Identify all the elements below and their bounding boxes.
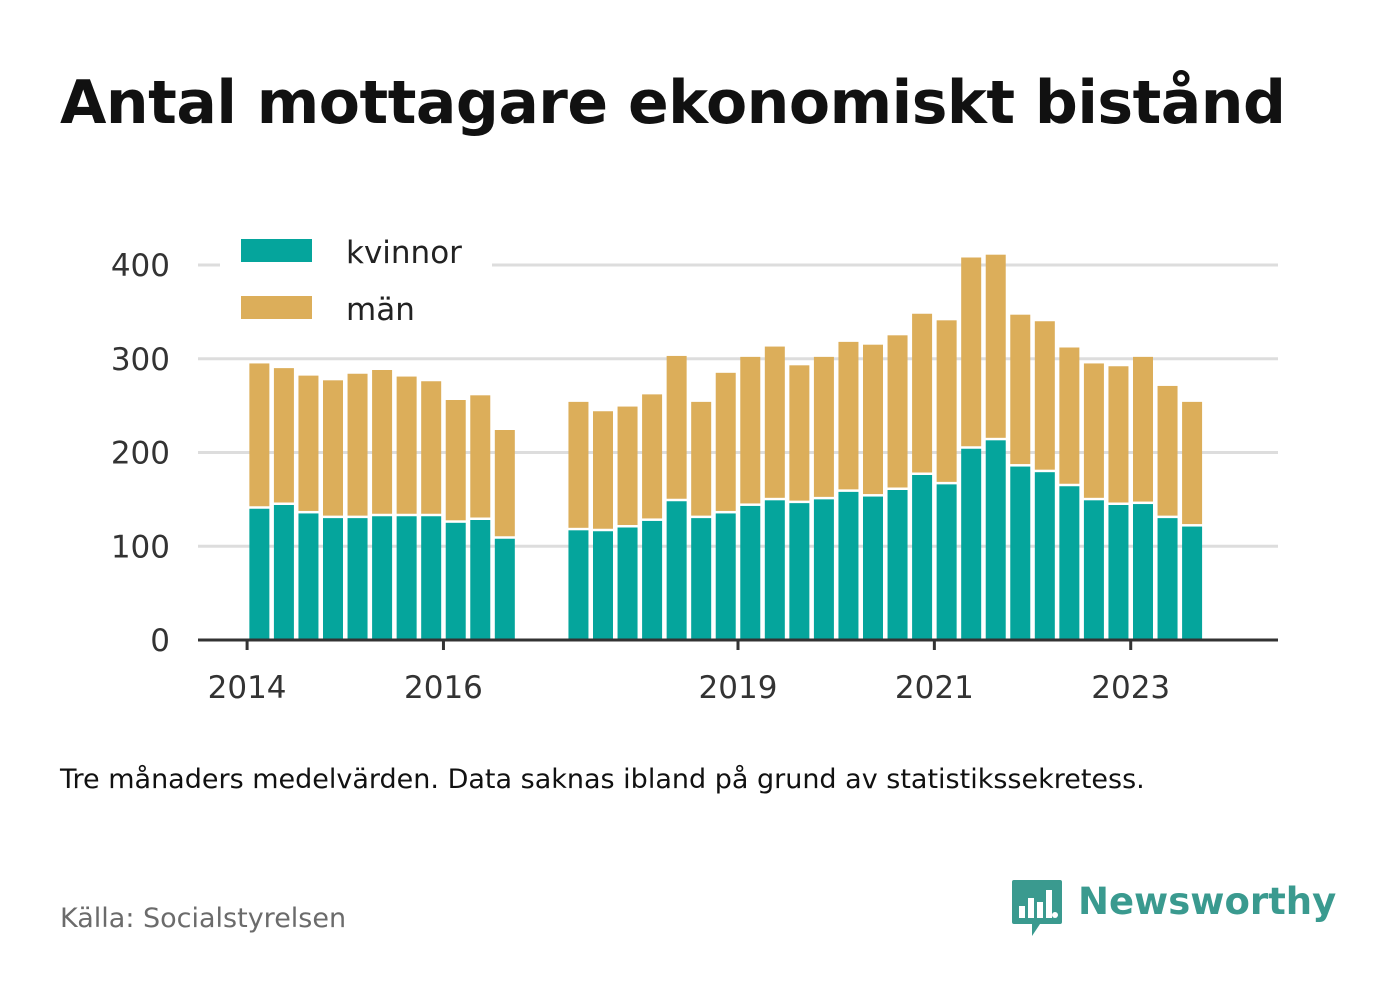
bar-man: [445, 400, 466, 521]
bar-man: [961, 257, 982, 447]
bar-kvinnor: [568, 530, 589, 640]
bar-man: [1034, 321, 1055, 470]
legend-label-kvinnor: kvinnor: [346, 235, 462, 271]
bar-kvinnor: [470, 520, 491, 640]
y-tick-label: 200: [111, 436, 170, 472]
bar-kvinnor: [912, 475, 933, 640]
bar-kvinnor: [691, 518, 712, 640]
bar-kvinnor: [1034, 472, 1055, 640]
bar-man: [347, 373, 368, 516]
bars: [249, 254, 1203, 640]
bar-kvinnor: [838, 491, 859, 640]
bar-man: [421, 381, 442, 514]
x-tick-label: 2014: [208, 670, 287, 706]
x-tick-label: 2021: [895, 670, 974, 706]
bar-kvinnor: [715, 513, 736, 640]
x-tick-label: 2016: [404, 670, 483, 706]
bar-man: [494, 430, 515, 537]
brand-name: Newsworthy: [1078, 880, 1337, 923]
y-tick-label: 100: [111, 529, 170, 565]
bar-kvinnor: [298, 513, 319, 640]
bar-kvinnor: [961, 448, 982, 640]
chart-title: Antal mottagare ekonomiskt bistånd: [60, 68, 1286, 138]
bar-man: [568, 401, 589, 528]
bar-man: [863, 344, 883, 495]
bar-man: [323, 380, 343, 516]
bar-man: [740, 356, 761, 504]
y-tick-label: 300: [111, 342, 170, 378]
bar-man: [642, 394, 663, 519]
source-credit: Källa: Socialstyrelsen: [60, 903, 347, 934]
bar-kvinnor: [1010, 466, 1031, 640]
bar-kvinnor: [789, 503, 810, 640]
bar-man: [1059, 347, 1080, 484]
bar-man: [764, 346, 785, 498]
y-axis-tick-labels: 0 100 200 300 400: [111, 248, 170, 659]
bar-kvinnor: [593, 531, 613, 640]
legend-swatch-man: [241, 296, 312, 319]
bar-man: [936, 320, 957, 482]
legend-swatch-kvinnor: [241, 239, 312, 262]
bar-man: [1133, 356, 1153, 502]
x-axis-ticks: 2014 2016 2019 2021 2023: [208, 640, 1170, 706]
bar-man: [298, 375, 319, 511]
bar-man: [396, 376, 417, 514]
bar-man: [273, 368, 294, 503]
newsworthy-logo-icon: [1010, 878, 1064, 944]
bar-man: [912, 313, 933, 473]
bar-kvinnor: [1157, 518, 1178, 640]
bar-kvinnor: [1108, 505, 1129, 640]
bar-man: [1083, 363, 1104, 498]
bar-man: [1010, 314, 1031, 465]
chart-note: Tre månaders medelvärden. Data saknas ib…: [60, 764, 1145, 795]
bar-kvinnor: [1182, 526, 1203, 640]
bar-kvinnor: [936, 484, 957, 640]
bar-man: [691, 401, 712, 516]
y-tick-label: 0: [150, 623, 170, 659]
bar-kvinnor: [666, 501, 687, 640]
bar-man: [887, 335, 908, 488]
bar-man: [715, 372, 736, 511]
legend-label-man: män: [346, 292, 415, 328]
bar-kvinnor: [494, 538, 515, 640]
legend: kvinnor män: [220, 222, 492, 342]
bar-kvinnor: [813, 499, 834, 640]
bar-man: [249, 363, 270, 507]
bar-kvinnor: [249, 508, 270, 640]
bar-man: [617, 406, 638, 525]
x-tick-label: 2023: [1091, 670, 1170, 706]
bar-man: [372, 370, 393, 514]
bar-man: [1157, 385, 1178, 516]
bar-kvinnor: [323, 518, 343, 640]
bar-kvinnor: [863, 496, 883, 640]
bar-man: [1108, 366, 1129, 503]
bar-kvinnor: [642, 520, 663, 640]
bar-kvinnor: [617, 527, 638, 640]
bar-man: [985, 254, 1006, 438]
bar-man: [470, 395, 491, 518]
bar-man: [1182, 401, 1203, 525]
bar-kvinnor: [985, 440, 1006, 640]
bar-kvinnor: [273, 505, 294, 640]
bar-kvinnor: [740, 505, 761, 640]
bar-kvinnor: [372, 516, 393, 640]
bar-kvinnor: [445, 522, 466, 640]
bar-kvinnor: [1059, 486, 1080, 640]
bar-man: [838, 341, 859, 490]
bar-kvinnor: [347, 518, 368, 640]
bar-man: [813, 356, 834, 497]
y-tick-label: 400: [111, 248, 170, 284]
bar-kvinnor: [1133, 504, 1153, 640]
bar-man: [593, 411, 613, 529]
bar-kvinnor: [421, 516, 442, 640]
newsworthy-brand: Newsworthy: [1010, 878, 1336, 940]
bar-kvinnor: [396, 516, 417, 640]
bar-kvinnor: [764, 500, 785, 640]
bar-man: [789, 365, 810, 501]
bar-kvinnor: [887, 490, 908, 640]
bar-kvinnor: [1083, 500, 1104, 640]
x-tick-label: 2019: [699, 670, 778, 706]
bar-man: [666, 355, 687, 499]
